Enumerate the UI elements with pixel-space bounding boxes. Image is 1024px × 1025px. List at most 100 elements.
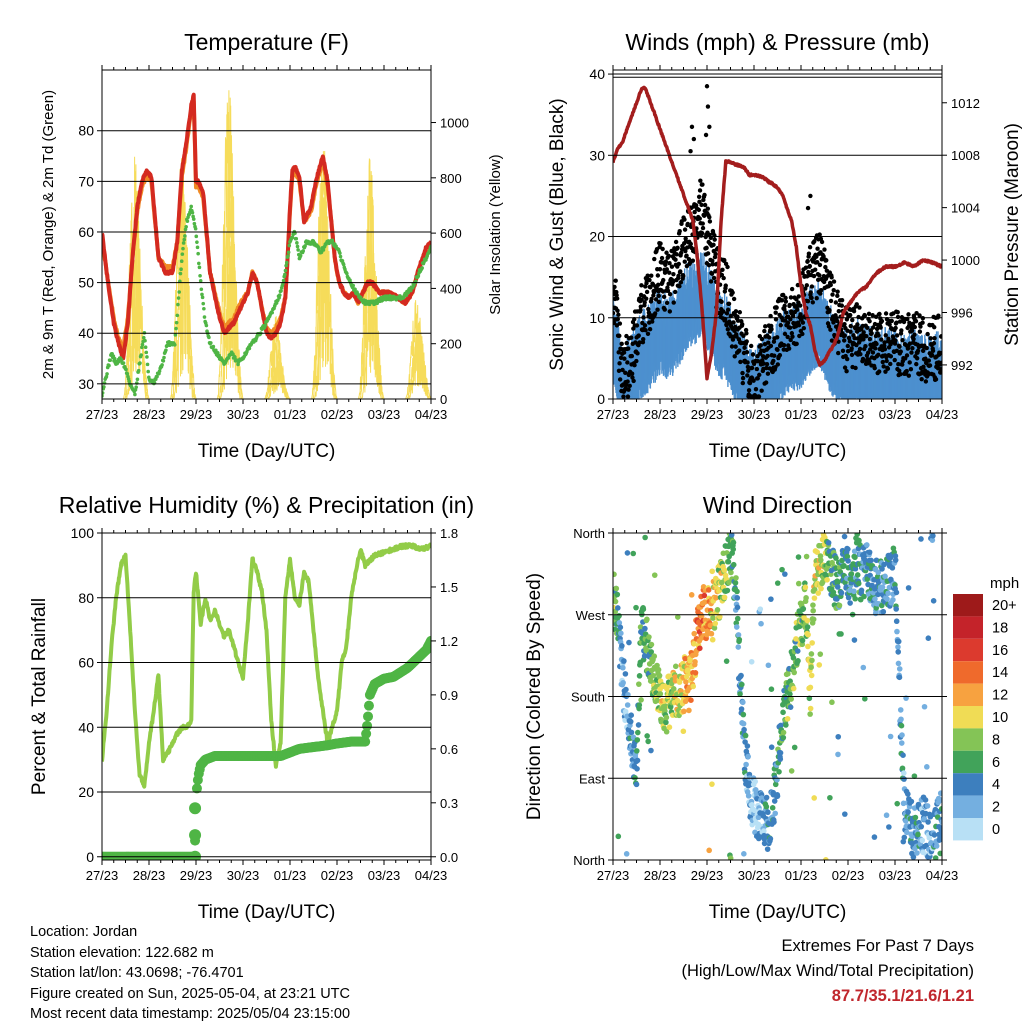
- x-axis-label: Time (Day/UTC): [198, 902, 336, 923]
- direction-point: [699, 613, 705, 619]
- direction-point: [900, 752, 906, 758]
- direction-point: [746, 793, 752, 799]
- gust-point: [760, 337, 764, 341]
- direction-point: [897, 675, 903, 681]
- gust-point: [899, 328, 903, 332]
- gust-point: [724, 283, 728, 287]
- direction-point: [897, 666, 903, 672]
- gust-point: [878, 325, 882, 329]
- gust-point: [771, 359, 775, 363]
- x-axis-label: Time (Day/UTC): [198, 441, 336, 462]
- direction-point: [805, 618, 811, 624]
- y-tick-label: 40: [589, 66, 605, 82]
- direction-point: [641, 606, 647, 612]
- dewpoint-point: [192, 217, 196, 221]
- gust-point: [868, 337, 872, 341]
- gust-point: [632, 363, 636, 367]
- gust-point: [936, 314, 940, 318]
- direction-point: [901, 776, 907, 782]
- direction-point: [926, 635, 932, 641]
- gust-point: [778, 353, 782, 357]
- dewpoint-point: [175, 321, 179, 325]
- direction-point: [758, 621, 764, 627]
- gust-point: [794, 342, 798, 346]
- direction-point: [899, 740, 905, 746]
- y2-tick-label: 0: [440, 392, 447, 407]
- direction-point: [775, 580, 781, 586]
- direction-point: [930, 533, 936, 539]
- gust-point: [919, 377, 923, 381]
- direction-point: [882, 574, 888, 580]
- direction-point: [898, 716, 904, 722]
- dewpoint-point: [181, 252, 185, 256]
- gust-point: [881, 360, 885, 364]
- gust-point: [924, 379, 928, 383]
- y-tick-label: 20: [589, 229, 605, 245]
- direction-point: [890, 597, 896, 603]
- gust-point: [853, 366, 857, 370]
- gust-point: [646, 332, 650, 336]
- gust-point: [689, 242, 693, 246]
- direction-point: [737, 691, 743, 697]
- gust-point: [741, 376, 745, 380]
- gust-point: [673, 257, 677, 261]
- direction-point: [770, 805, 776, 811]
- direction-point: [837, 603, 843, 609]
- gust-point: [703, 203, 707, 207]
- y-axis-label: Percent & Total Rainfall: [29, 598, 50, 795]
- gust-point: [617, 361, 621, 365]
- direction-point: [925, 803, 931, 809]
- dewpoint-point: [197, 262, 201, 266]
- gust-point: [779, 323, 783, 327]
- direction-point: [731, 540, 737, 546]
- gust-point: [808, 264, 812, 268]
- gust-point: [921, 349, 925, 353]
- gust-point: [864, 334, 868, 338]
- gust-point: [649, 273, 653, 277]
- direction-point: [613, 586, 619, 592]
- gust-point: [744, 339, 748, 343]
- dewpoint-point: [144, 345, 148, 349]
- gust-point: [769, 327, 773, 331]
- gust-point: [658, 267, 662, 271]
- gust-point: [913, 325, 917, 329]
- dewpoint-point: [182, 238, 186, 242]
- gust-point: [668, 309, 672, 313]
- x-tick-label: 30/23: [738, 407, 771, 422]
- gust-point: [884, 333, 888, 337]
- gust-point: [797, 294, 801, 298]
- direction-point: [749, 659, 755, 665]
- gust-point: [809, 296, 813, 300]
- gust-point: [925, 332, 929, 336]
- gust-point: [849, 324, 853, 328]
- direction-point: [867, 549, 873, 555]
- x-tick-label: 01/23: [274, 868, 307, 883]
- dewpoint-point: [301, 249, 305, 253]
- direction-point: [855, 572, 861, 578]
- direction-point: [835, 752, 841, 758]
- dewpoint-point: [141, 343, 145, 347]
- gust-point: [829, 275, 833, 279]
- gust-point: [893, 358, 897, 362]
- x-tick-label: 28/23: [133, 407, 166, 422]
- direction-point: [913, 815, 919, 821]
- gust-point: [925, 346, 929, 350]
- gust-point: [898, 372, 902, 376]
- direction-point: [894, 618, 900, 624]
- direction-point: [644, 733, 650, 739]
- direction-point: [809, 658, 815, 664]
- direction-point: [681, 709, 687, 715]
- gust-point: [900, 338, 904, 342]
- sonic-wind-series: [613, 252, 942, 399]
- gust-point: [931, 349, 935, 353]
- direction-point: [893, 606, 899, 612]
- direction-point: [884, 812, 890, 818]
- gust-point: [630, 372, 634, 376]
- gust-point: [828, 328, 832, 332]
- gust-point: [829, 283, 833, 287]
- dewpoint-point: [202, 307, 206, 311]
- gust-point: [852, 309, 856, 313]
- gust-point: [784, 299, 788, 303]
